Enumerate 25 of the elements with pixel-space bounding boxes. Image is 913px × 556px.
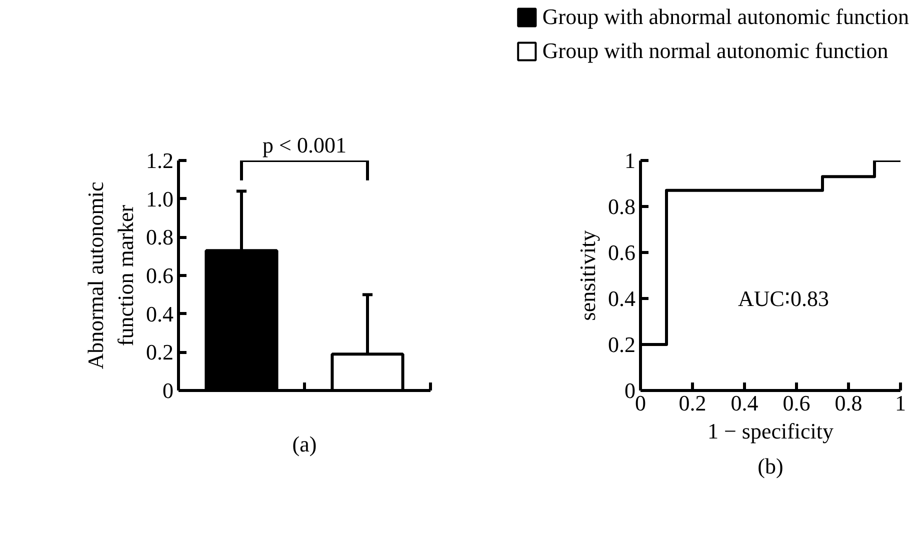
y-axis-title: Abnormal autonomic function marker <box>83 181 138 370</box>
text: (a) <box>292 432 317 456</box>
y-tick-label: 0.2 <box>608 332 636 357</box>
text: p < 0.001 <box>262 132 346 158</box>
x-tick-label: 0.6 <box>782 390 810 416</box>
y-tick-label: 1 <box>624 148 636 173</box>
y-tick-label: 0.8 <box>608 194 636 219</box>
y-tick-label: 0.6 <box>608 240 636 265</box>
x-tick-label: 0.4 <box>730 390 758 416</box>
legend-label: Group with abnormal autonomic function <box>542 4 909 30</box>
text: (b) <box>758 454 784 478</box>
y-tick-label: 0.2 <box>146 340 174 365</box>
x-axis-title: 1 − specificity <box>707 418 834 444</box>
y-tick-label: 0.8 <box>146 224 174 250</box>
y-tick-label: 0.4 <box>146 301 174 326</box>
x-tick-label: 0.2 <box>678 390 706 416</box>
y-tick-label: 0.6 <box>146 263 174 288</box>
y-axis-title: sensitivity <box>575 230 600 321</box>
annotation: AUC∶0.83 <box>738 286 829 311</box>
x-tick-label: 1 <box>895 390 906 416</box>
y-tick-label: 0.4 <box>608 286 636 311</box>
x-tick-label: 0.8 <box>834 390 862 416</box>
y-tick-label: 1.2 <box>146 148 174 173</box>
y-tick-label: 1.0 <box>146 186 174 212</box>
legend-label: Group with normal autonomic function <box>542 38 888 64</box>
